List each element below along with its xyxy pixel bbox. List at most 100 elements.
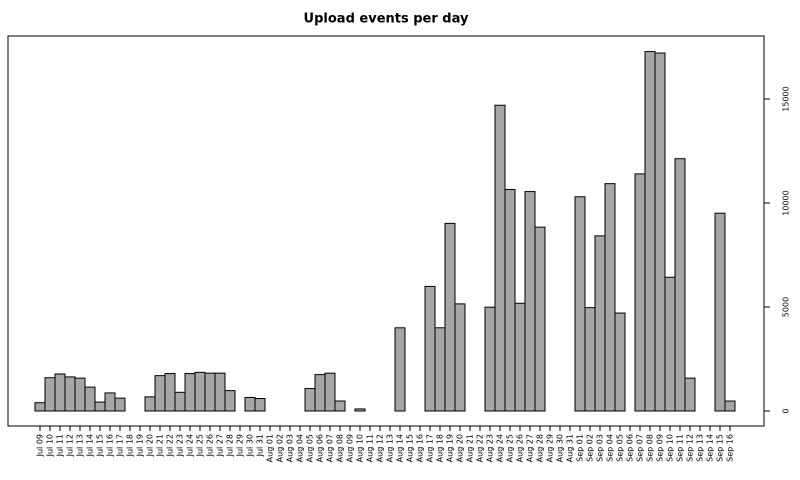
x-tick-label: Aug 10 xyxy=(356,434,365,462)
x-tick-label: Jul 13 xyxy=(76,434,85,457)
x-tick-label: Aug 17 xyxy=(426,434,435,462)
x-tick-label: Sep 10 xyxy=(666,434,675,462)
bar xyxy=(254,398,266,412)
x-tick-label: Aug 25 xyxy=(506,434,515,462)
bar xyxy=(154,375,166,412)
bar xyxy=(494,104,506,412)
x-tick-label: Jul 14 xyxy=(86,434,95,457)
x-tick-label: Jul 10 xyxy=(46,434,55,457)
x-tick-label: Aug 26 xyxy=(516,434,525,462)
x-tick-label: Aug 24 xyxy=(496,434,505,462)
bar xyxy=(654,52,666,412)
x-tick-label: Sep 03 xyxy=(596,434,605,462)
x-tick-label: Aug 30 xyxy=(556,434,565,462)
bar xyxy=(34,402,46,412)
x-tick-label: Jul 22 xyxy=(166,434,175,457)
bar xyxy=(394,327,406,412)
bar xyxy=(214,372,226,412)
x-tick-label: Aug 04 xyxy=(296,434,305,462)
bar xyxy=(484,306,496,412)
x-tick-label: Sep 11 xyxy=(676,434,685,462)
bar xyxy=(614,312,626,412)
bar xyxy=(324,372,336,412)
x-tick-label: Jul 23 xyxy=(176,434,185,457)
x-tick-label: Aug 28 xyxy=(536,434,545,462)
x-tick-label: Sep 07 xyxy=(636,434,645,462)
bar xyxy=(174,391,186,412)
x-tick-label: Sep 15 xyxy=(716,434,725,462)
x-tick-label: Sep 12 xyxy=(686,434,695,462)
bar xyxy=(94,401,106,412)
bar xyxy=(54,373,66,412)
bar xyxy=(434,327,446,412)
x-tick-label: Aug 03 xyxy=(286,434,295,462)
x-tick-label: Aug 29 xyxy=(546,434,555,462)
x-tick-label: Jul 18 xyxy=(126,434,135,457)
bar xyxy=(444,222,456,412)
x-tick-label: Jul 31 xyxy=(256,434,265,457)
bar xyxy=(714,212,726,412)
x-tick-label: Jul 26 xyxy=(206,434,215,457)
x-tick-label: Aug 16 xyxy=(416,434,425,462)
x-tick-label: Jul 24 xyxy=(186,434,195,457)
chart-title: Upload events per day xyxy=(304,12,469,27)
x-tick-label: Jul 29 xyxy=(236,434,245,457)
bar xyxy=(454,303,466,412)
bar xyxy=(74,377,86,412)
x-tick-label: Jul 15 xyxy=(96,434,105,457)
x-tick-label: Sep 13 xyxy=(696,434,705,462)
x-tick-label: Sep 08 xyxy=(646,434,655,462)
bar xyxy=(634,173,646,412)
x-tick-label: Sep 06 xyxy=(626,434,635,462)
bar xyxy=(514,302,526,412)
bar xyxy=(314,374,326,412)
x-tick-label: Aug 11 xyxy=(366,434,375,462)
x-tick-label: Sep 05 xyxy=(616,434,625,462)
x-tick-label: Jul 09 xyxy=(36,434,45,457)
x-tick-label: Aug 13 xyxy=(386,434,395,462)
x-tick-label: Aug 18 xyxy=(436,434,445,462)
bar xyxy=(114,397,126,412)
x-tick-label: Jul 21 xyxy=(156,434,165,457)
x-tick-label: Aug 22 xyxy=(476,434,485,462)
x-tick-label: Aug 09 xyxy=(346,434,355,462)
y-tick-label: 0 xyxy=(782,408,791,413)
bar xyxy=(534,226,546,412)
bar xyxy=(84,386,96,412)
x-tick-label: Sep 01 xyxy=(576,434,585,462)
bar xyxy=(584,307,596,412)
x-tick-label: Aug 05 xyxy=(306,434,315,462)
x-tick-label: Aug 20 xyxy=(456,434,465,462)
x-tick-label: Aug 01 xyxy=(266,434,275,462)
bar xyxy=(184,373,196,412)
x-tick-label: Sep 02 xyxy=(586,434,595,462)
bar xyxy=(64,376,76,412)
y-tick-label: 5000 xyxy=(782,297,791,317)
y-tick-label: 10000 xyxy=(782,190,791,215)
x-tick-label: Jul 30 xyxy=(246,434,255,457)
bar xyxy=(224,390,236,412)
bar xyxy=(724,400,736,412)
x-tick-label: Jul 11 xyxy=(56,434,65,457)
bar xyxy=(594,235,606,412)
x-tick-label: Jul 28 xyxy=(226,434,235,457)
bar xyxy=(194,371,206,412)
x-tick-label: Aug 21 xyxy=(466,434,475,462)
bar xyxy=(644,51,656,412)
x-tick-label: Sep 14 xyxy=(706,434,715,462)
x-tick-label: Aug 31 xyxy=(566,434,575,462)
bar xyxy=(504,188,516,412)
bar xyxy=(304,388,316,412)
bar xyxy=(164,373,176,412)
bar xyxy=(204,372,216,412)
bar xyxy=(574,196,586,412)
bar xyxy=(104,392,116,412)
bar xyxy=(524,191,536,412)
x-tick-label: Jul 19 xyxy=(136,434,145,457)
x-tick-label: Aug 14 xyxy=(396,434,405,462)
x-tick-label: Aug 06 xyxy=(316,434,325,462)
x-tick-label: Jul 20 xyxy=(146,434,155,457)
bar xyxy=(664,276,676,412)
bar xyxy=(244,396,256,412)
bar xyxy=(424,285,436,412)
